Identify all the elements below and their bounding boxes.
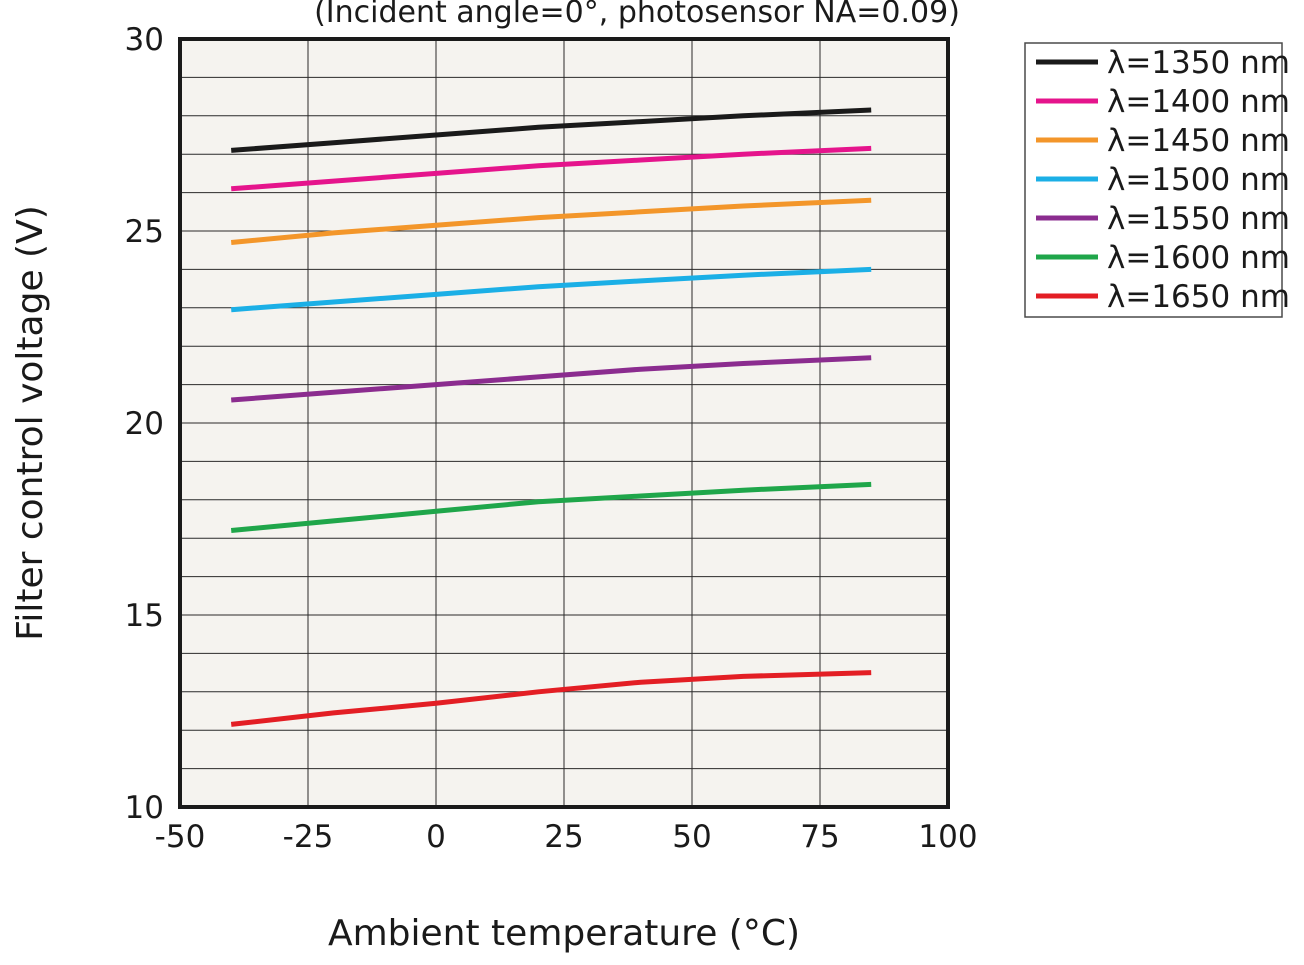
legend-label: λ=1400 nm [1107,84,1290,120]
series-line [230,481,872,533]
x-tick-label: 75 [800,819,839,855]
legend-label: λ=1450 nm [1107,123,1290,159]
x-tick-label: -50 [155,819,206,855]
legend-label: λ=1550 nm [1107,201,1290,237]
legend-label: λ=1600 nm [1107,240,1290,276]
y-axis-ticks: 10 15 20 25 30 [125,22,164,826]
legend: λ=1350 nmλ=1400 nmλ=1450 nmλ=1500 nmλ=15… [1024,42,1290,318]
series-line [231,266,872,313]
plot-frame [178,37,950,809]
series-lines [230,107,872,727]
y-tick-label: 20 [125,406,164,442]
legend-label: λ=1650 nm [1107,279,1290,315]
x-tick-label: 50 [672,819,711,855]
series-line [231,355,872,403]
chart-subtitle: (Incident angle=0°, photosensor NA=0.09) [314,0,960,30]
y-tick-label: 30 [125,22,164,58]
x-tick-label: -25 [283,819,334,855]
x-tick-label: 25 [544,819,583,855]
series-line [230,197,872,245]
series-line [230,670,872,727]
x-tick-label: 0 [426,819,446,855]
y-tick-label: 25 [125,214,164,250]
legend-label: λ=1350 nm [1107,45,1290,81]
y-tick-label: 10 [125,790,164,826]
y-tick-label: 15 [125,598,164,634]
y-axis-title: Filter control voltage (V) [10,205,51,641]
x-tick-label: 100 [918,819,977,855]
x-axis-title: Ambient temperature (°C) [328,913,800,954]
x-axis-ticks: -50 -25 0 25 50 75 100 [155,819,978,855]
series-line [231,145,872,192]
series-line [231,107,872,153]
legend-label: λ=1500 nm [1107,162,1290,198]
grid [180,39,948,807]
